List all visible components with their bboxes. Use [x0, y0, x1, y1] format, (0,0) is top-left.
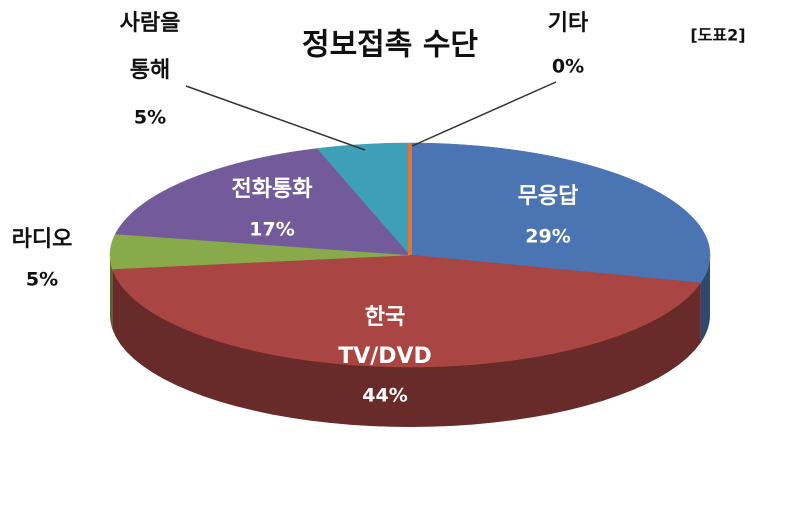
slice-label: 사람을: [120, 11, 181, 36]
slice-side: [700, 255, 710, 343]
slice-label: 한국: [365, 305, 405, 330]
slice-label: 기타: [548, 11, 589, 36]
slice-label: 무응답: [518, 184, 579, 209]
slice: [409, 142, 711, 284]
slice-label: TV/DVD: [338, 344, 432, 369]
pie-sides: [110, 255, 710, 427]
slice: [114, 148, 411, 256]
value-label: 5%: [134, 107, 166, 129]
pie-tops: [109, 142, 711, 368]
chart-title: 정보접촉 수단: [302, 28, 478, 63]
slice-label: 전화통화: [232, 177, 313, 202]
slice-label: 라디오: [12, 227, 73, 252]
annotation: [도표2]: [690, 26, 745, 45]
slice-side: [112, 269, 701, 427]
value-label: 0%: [552, 56, 584, 78]
value-label: 5%: [26, 269, 58, 291]
leader-line: [185, 85, 366, 151]
value-label: 44%: [362, 385, 407, 407]
slice: [112, 254, 702, 368]
slice: [316, 142, 411, 256]
slice-label: 통해: [130, 58, 170, 83]
leader-line: [411, 81, 557, 147]
value-label: 17%: [249, 219, 294, 241]
slice-side: [110, 255, 113, 330]
slice: [109, 233, 411, 270]
value-label: 29%: [525, 226, 570, 248]
